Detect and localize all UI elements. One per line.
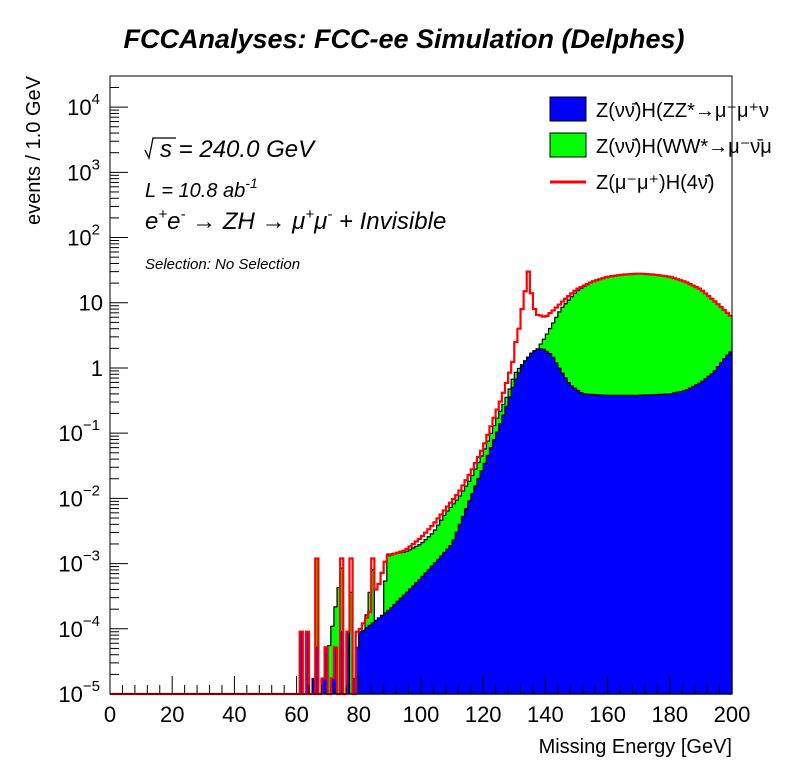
y-tick-label: 103: [67, 156, 100, 185]
x-tick-label: 180: [651, 702, 688, 727]
sqrt-s-annotation: s = 240.0 GeV: [144, 136, 316, 163]
process-mu2: μ: [313, 208, 327, 235]
x-tick-label: 40: [222, 702, 246, 727]
x-tick-label: 160: [589, 702, 626, 727]
y-tick-label: 10: [79, 291, 103, 316]
process-invisible: + Invisible: [332, 208, 446, 235]
sqrt-s-text: s = 240.0 GeV: [160, 136, 316, 163]
x-tick-label: 80: [347, 702, 371, 727]
y-tick-label: 102: [67, 222, 100, 251]
y-axis-label: events / 1.0 GeV: [23, 75, 45, 225]
legend-swatch-ww: [549, 132, 587, 158]
y-tick-label: 104: [67, 91, 100, 120]
y-tick-label: 10−2: [58, 482, 100, 511]
legend-label-zz: Z(νν̄)H(ZZ*→μ⁻μ⁺ν: [596, 100, 769, 122]
process-e1-sup: +: [158, 206, 167, 223]
process-mu2-sup: -: [327, 206, 332, 223]
legend: Z(νν̄)H(ZZ*→μ⁻μ⁺ν Z(νν̄)H(WW*→μ⁻ν̄μ Z(μ⁻…: [549, 96, 772, 194]
process-zh: → ZH: [185, 208, 261, 235]
y-tick-label: 10−1: [58, 417, 100, 446]
luminosity-main: L = 10.8 ab: [145, 180, 245, 202]
sqrt-symbol-icon: [144, 137, 176, 160]
luminosity-text: L = 10.8 ab-1: [145, 175, 258, 202]
y-tick-label: 10−3: [58, 548, 100, 577]
luminosity-exponent: -1: [245, 175, 257, 191]
y-tick-label: 1: [91, 356, 103, 381]
x-tick-label: 120: [465, 702, 502, 727]
x-tick-label: 20: [160, 702, 184, 727]
x-tick-label: 60: [284, 702, 308, 727]
y-tick-label: 10−5: [58, 678, 100, 707]
process-e2: e: [167, 208, 180, 235]
x-tick-label: 200: [714, 702, 751, 727]
legend-label-4nu: Z(μ⁻μ⁺)H(4ν̄): [596, 172, 715, 194]
y-tick-label: 10−4: [58, 613, 100, 642]
process-text: e+e- → ZH → μ+μ- + Invisible: [145, 206, 446, 235]
legend-label-ww: Z(νν̄)H(WW*→μ⁻ν̄μ: [596, 136, 772, 158]
process-mu1-sup: +: [305, 206, 314, 223]
process-mu1: μ: [291, 208, 305, 235]
selection-text: Selection: No Selection: [145, 256, 300, 273]
process-arrow: →: [261, 208, 292, 235]
process-e1: e: [145, 208, 158, 235]
x-axis-label: Missing Energy [GeV]: [539, 736, 732, 758]
legend-swatch-zz: [549, 96, 587, 122]
x-tick-label: 100: [403, 702, 440, 727]
tick-layer: 0 20 40 60 80 100 120 140 160 180 200 10−5 10−4 10−3 1…: [58, 75, 751, 727]
process-e2-sup: -: [180, 206, 185, 223]
x-tick-label: 0: [104, 702, 116, 727]
chart-title: FCCAnalyses: FCC-ee Simulation (Delphes): [123, 24, 684, 54]
x-tick-label: 140: [527, 702, 564, 727]
